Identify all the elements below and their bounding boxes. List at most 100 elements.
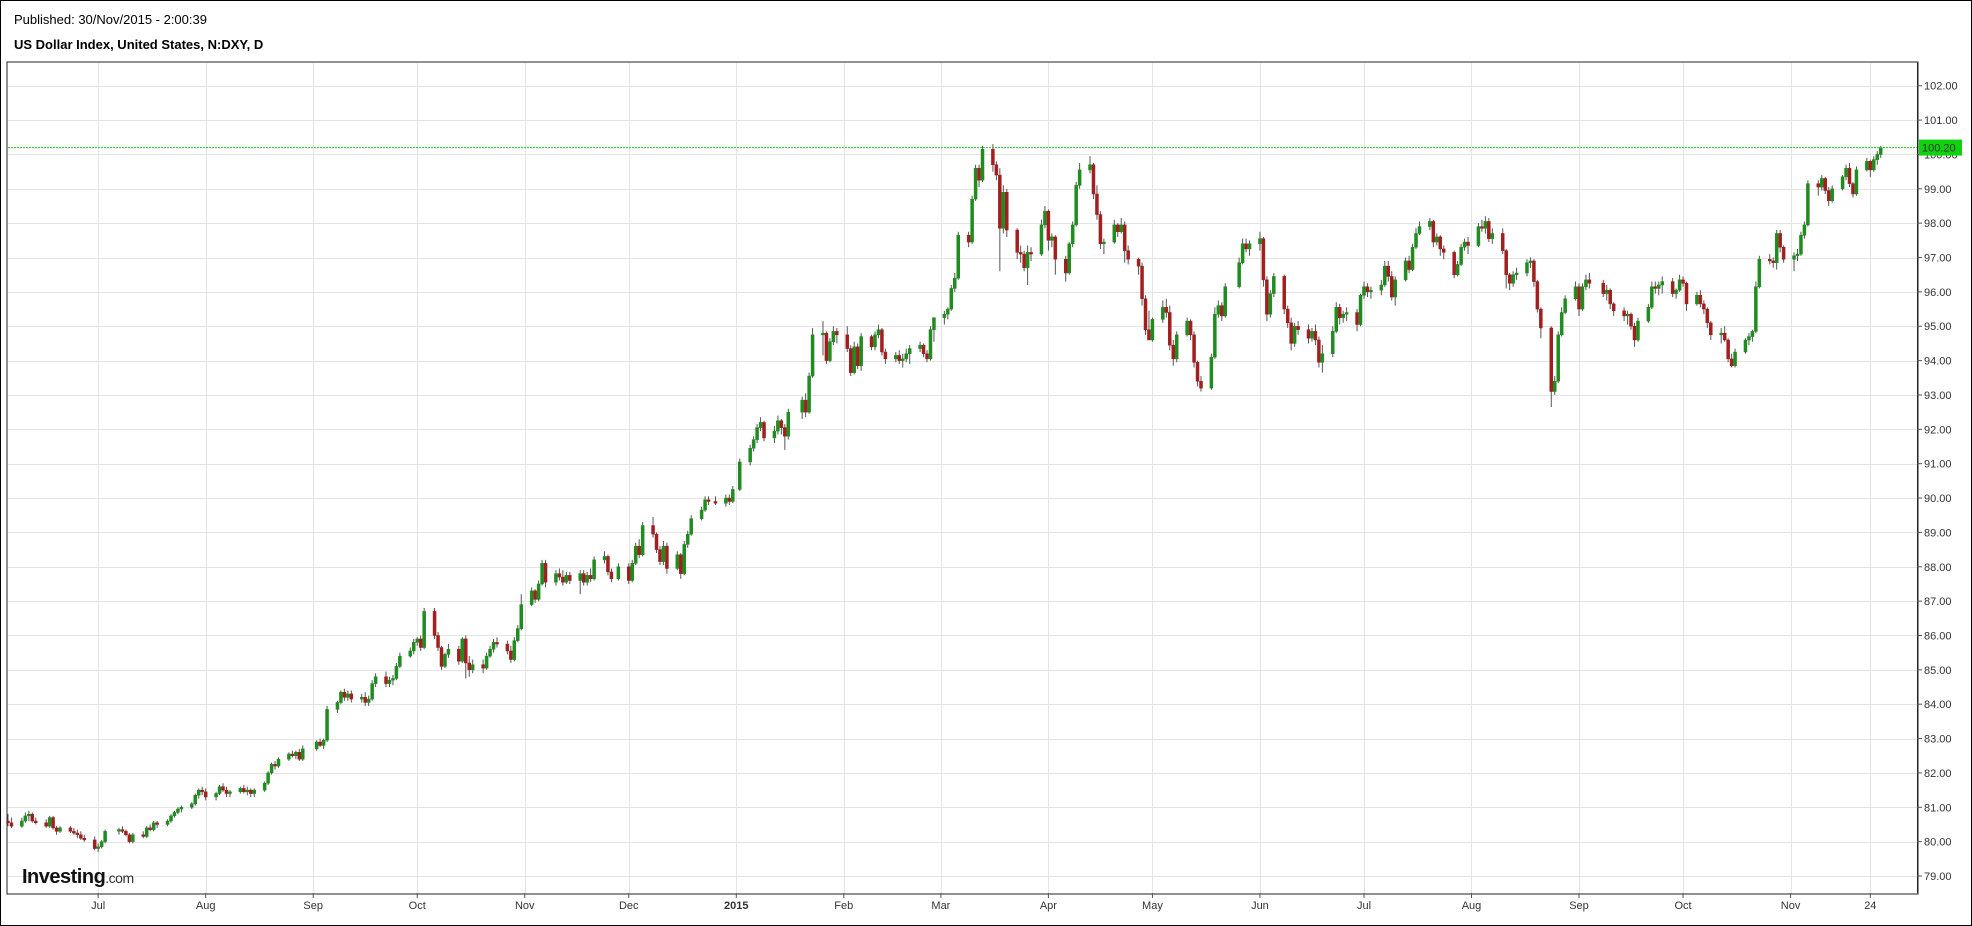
candle [800, 396, 804, 420]
candle [457, 645, 461, 665]
candle-body-up [564, 575, 569, 583]
candle [1695, 291, 1699, 306]
candle-body-up [1258, 238, 1262, 245]
candle [1112, 219, 1117, 244]
candle-body-up [1774, 233, 1779, 263]
candle [588, 568, 593, 583]
candle-body-up [1514, 272, 1519, 275]
candle [9, 817, 14, 828]
candle-body-down [148, 827, 152, 830]
candle-body-down [561, 576, 565, 583]
candle [1459, 243, 1463, 267]
candle-body-down [1722, 332, 1727, 341]
candle [949, 285, 954, 311]
candle-body-up [1747, 336, 1751, 341]
candle [1320, 345, 1325, 373]
candle-body-down [273, 764, 277, 767]
candle-body-up [58, 827, 62, 832]
candle-body-up [876, 329, 881, 336]
candle-body-down [1063, 258, 1068, 274]
candle [1452, 250, 1456, 279]
candle-body-up [1563, 298, 1567, 313]
candle-body-up [980, 149, 985, 181]
candle-body-down [1535, 281, 1540, 310]
current-price-label: 100.20 [1922, 143, 1956, 155]
candle-body-down [1487, 221, 1491, 239]
candle [1431, 219, 1436, 248]
candle-body-up [1455, 264, 1460, 275]
candle [1261, 236, 1266, 287]
candle-body-down [883, 351, 888, 360]
candle [654, 532, 659, 554]
candle-body-down [1709, 322, 1713, 336]
candle [33, 817, 38, 825]
candle [554, 570, 558, 586]
candle [907, 345, 912, 365]
candle-body-down [627, 566, 631, 581]
candle-body-up [1310, 331, 1314, 339]
candle [679, 553, 683, 579]
candle-body-up [269, 764, 274, 774]
x-tick-label: Jul [1357, 900, 1371, 912]
candle-body-down [606, 556, 610, 573]
candle [1389, 271, 1394, 301]
candle [1091, 163, 1096, 200]
candle [828, 338, 832, 363]
x-tick-label: Jun [1251, 900, 1269, 912]
logo-tld: .com [105, 870, 134, 886]
y-tick-label: 94.00 [1924, 356, 1952, 368]
candle [127, 833, 132, 844]
candle-body-up [1383, 265, 1387, 286]
candle [1317, 336, 1321, 368]
candle [1223, 283, 1228, 318]
candle-body-down [1289, 322, 1293, 344]
x-tick-label: Mar [931, 900, 950, 912]
candle [918, 341, 922, 353]
candle [1403, 257, 1408, 282]
candle-body-up [1584, 279, 1588, 287]
candle [443, 652, 447, 669]
candle [627, 563, 631, 584]
candle [1670, 278, 1675, 298]
chart-title: US Dollar Index, United States, N:DXY, D [14, 37, 264, 52]
candle [1136, 257, 1141, 275]
candle-body-down [1729, 358, 1734, 367]
candle [900, 353, 905, 368]
candle [1386, 260, 1391, 282]
candle [1573, 281, 1578, 301]
candle-body-up [585, 575, 589, 583]
candle [1539, 307, 1543, 339]
candle [1292, 322, 1297, 347]
candle-body-down [1778, 233, 1782, 248]
candle [1681, 276, 1685, 287]
candle [96, 843, 100, 852]
y-tick-label: 98.00 [1924, 218, 1952, 230]
candle-body-down [1681, 279, 1685, 284]
candle [557, 568, 562, 581]
candle [1168, 305, 1172, 351]
candle [859, 333, 863, 371]
candle-body-down [203, 791, 208, 798]
y-tick-label: 80.00 [1924, 837, 1952, 849]
candle [685, 530, 690, 548]
candle [755, 424, 759, 444]
candle [1872, 156, 1876, 172]
candle-body-up [807, 375, 811, 413]
candle-body-up [294, 752, 298, 756]
y-tick-label: 92.00 [1924, 424, 1952, 436]
candle [1185, 317, 1189, 337]
candle-body-down [1018, 252, 1023, 255]
y-tick-label: 97.00 [1924, 253, 1952, 265]
candle-body-up [1459, 246, 1463, 265]
y-tick-label: 79.00 [1924, 871, 1952, 883]
candle [1504, 248, 1508, 289]
candle-body-up [314, 741, 319, 750]
candle-body-up [1247, 243, 1252, 250]
candle-body-down [1851, 183, 1855, 195]
candle-body-up [682, 544, 687, 574]
candle [1875, 151, 1880, 165]
candle [1476, 223, 1481, 248]
candle [1577, 283, 1581, 316]
candle [1199, 376, 1203, 392]
